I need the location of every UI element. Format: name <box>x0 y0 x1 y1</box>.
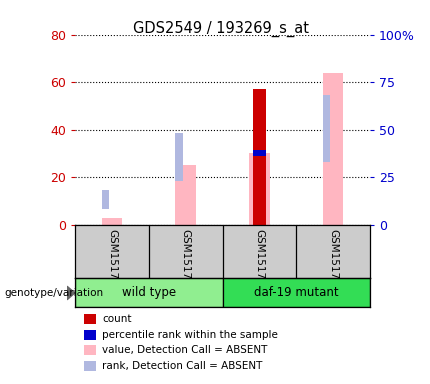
Bar <box>249 153 270 225</box>
Bar <box>102 217 123 225</box>
Text: value, Detection Call = ABSENT: value, Detection Call = ABSENT <box>102 345 268 355</box>
Bar <box>322 73 343 225</box>
Text: daf-19 mutant: daf-19 mutant <box>254 286 338 299</box>
Bar <box>253 89 266 225</box>
Bar <box>102 190 109 209</box>
Polygon shape <box>67 286 75 300</box>
Text: GSM151745: GSM151745 <box>254 229 264 292</box>
Text: wild type: wild type <box>122 286 176 299</box>
Text: GSM151746: GSM151746 <box>328 229 338 292</box>
Bar <box>223 278 370 307</box>
Text: GSM151748: GSM151748 <box>181 229 191 292</box>
Bar <box>322 95 330 162</box>
Text: genotype/variation: genotype/variation <box>4 288 104 298</box>
Text: count: count <box>102 314 132 324</box>
Bar <box>75 278 223 307</box>
Bar <box>253 151 266 156</box>
Text: GDS2549 / 193269_s_at: GDS2549 / 193269_s_at <box>133 21 310 37</box>
Text: percentile rank within the sample: percentile rank within the sample <box>102 330 278 340</box>
Text: rank, Detection Call = ABSENT: rank, Detection Call = ABSENT <box>102 361 263 371</box>
Bar <box>175 165 196 225</box>
Text: GSM151747: GSM151747 <box>107 229 117 292</box>
Bar <box>175 133 183 181</box>
